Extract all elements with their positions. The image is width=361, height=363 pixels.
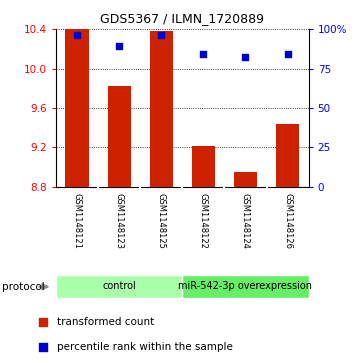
Text: transformed count: transformed count <box>57 318 154 327</box>
Bar <box>276 124 299 187</box>
Text: protocol: protocol <box>2 282 44 292</box>
Bar <box>108 86 131 187</box>
Text: GSM1148121: GSM1148121 <box>73 193 82 249</box>
Point <box>74 32 80 38</box>
Text: percentile rank within the sample: percentile rank within the sample <box>57 342 233 352</box>
Bar <box>192 147 215 187</box>
Text: GSM1148124: GSM1148124 <box>241 193 250 249</box>
Point <box>285 52 291 57</box>
Bar <box>56 275 182 298</box>
Text: miR-542-3p overexpression: miR-542-3p overexpression <box>178 281 313 291</box>
Point <box>116 44 122 49</box>
Text: control: control <box>102 281 136 291</box>
Point <box>200 52 206 57</box>
Bar <box>234 172 257 187</box>
Point <box>40 344 46 350</box>
Text: GSM1148125: GSM1148125 <box>157 193 166 249</box>
Point <box>158 32 164 38</box>
Bar <box>150 31 173 187</box>
Text: GSM1148122: GSM1148122 <box>199 193 208 249</box>
Point <box>243 54 248 60</box>
Point <box>40 319 46 325</box>
Bar <box>182 275 309 298</box>
Text: GSM1148123: GSM1148123 <box>115 193 123 249</box>
Text: GSM1148126: GSM1148126 <box>283 193 292 249</box>
Title: GDS5367 / ILMN_1720889: GDS5367 / ILMN_1720889 <box>100 12 264 25</box>
Bar <box>65 29 88 187</box>
